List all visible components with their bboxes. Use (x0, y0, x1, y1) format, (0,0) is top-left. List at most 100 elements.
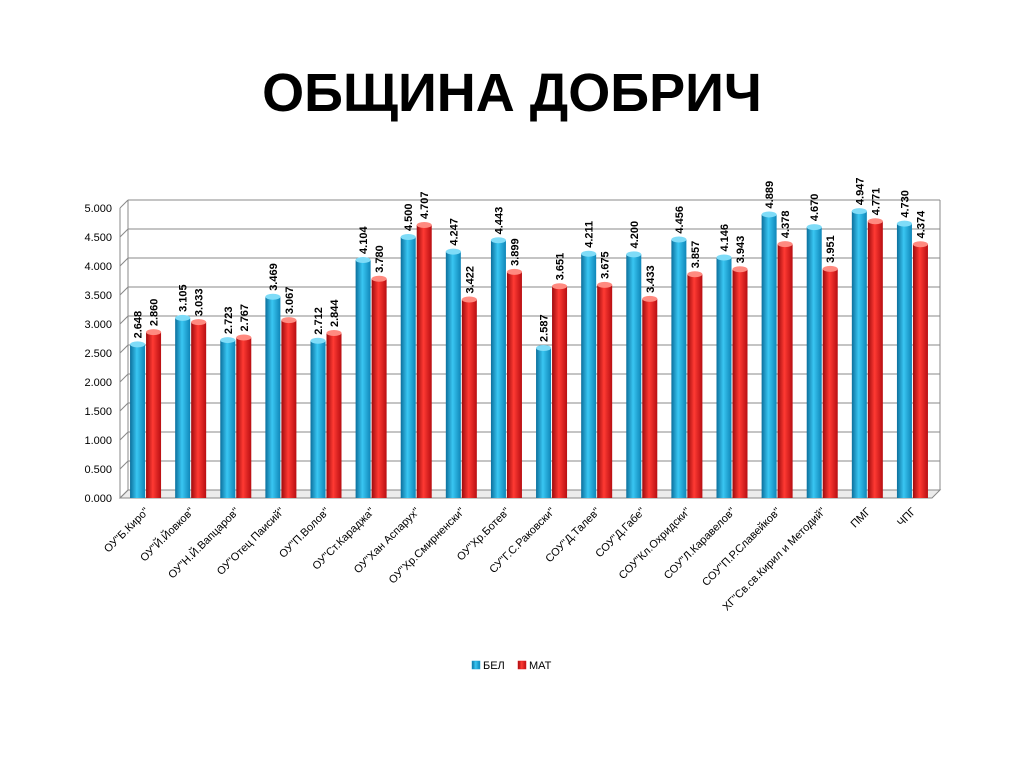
data-label: 4.211 (584, 221, 596, 248)
y-tick-label: 0.000 (84, 493, 112, 505)
bar-bel (536, 344, 552, 498)
bar-top (896, 220, 912, 227)
gridline (119, 286, 129, 296)
bar-body (236, 337, 252, 498)
bar-top (671, 236, 687, 243)
bar-body (671, 239, 687, 498)
data-label: 2.767 (239, 304, 251, 332)
gridline (119, 460, 129, 470)
bar-body (552, 286, 568, 498)
x-tick-label: СОУ"П.Р.Славейков" (700, 506, 783, 589)
bar-top (851, 208, 867, 215)
bar-mat (416, 221, 432, 498)
bar-mat (461, 296, 477, 498)
bar-top (732, 266, 748, 273)
data-label: 2.712 (313, 307, 325, 335)
y-tick-label: 1.000 (84, 435, 112, 447)
data-label: 2.587 (539, 314, 551, 342)
bar-top (642, 295, 658, 302)
bar-body (626, 254, 642, 498)
bar-bel (355, 256, 371, 498)
bar-body (716, 257, 732, 498)
data-label: 3.033 (194, 289, 206, 317)
gridline (119, 257, 129, 267)
bar-bel (490, 237, 506, 498)
bar-body (732, 269, 748, 498)
bar-bel (220, 337, 236, 498)
bar-top (687, 271, 703, 278)
bar-body (896, 223, 912, 498)
x-tick-label: ОУ"Б.Киро" (102, 506, 152, 556)
x-tick-label: ПМГ (849, 506, 874, 531)
bar-top (355, 256, 371, 263)
bar-body (310, 340, 326, 498)
gridline (119, 199, 129, 209)
data-label: 3.067 (284, 287, 296, 315)
bar-body (416, 224, 432, 498)
gridline (119, 431, 129, 441)
bar-top (175, 314, 191, 321)
bar-body (281, 320, 297, 498)
bar-bel (445, 248, 461, 498)
data-label: 4.707 (419, 191, 431, 219)
bar-body (445, 251, 461, 498)
data-label: 3.422 (464, 266, 476, 294)
bar-mat (642, 295, 658, 498)
bar-bel (671, 236, 687, 498)
bar-bel (806, 224, 822, 498)
bar-bel (626, 251, 642, 498)
bar-mat (326, 330, 342, 498)
bar-body (851, 211, 867, 498)
data-label: 3.899 (509, 238, 521, 266)
bar-mat (371, 275, 387, 498)
bar-bel (761, 211, 777, 499)
legend-item: МАТ (517, 660, 552, 672)
data-label: 3.651 (555, 253, 567, 281)
bar-top (236, 334, 252, 341)
bar-top (867, 218, 883, 225)
y-tick-label: 3.500 (84, 290, 112, 302)
legend-label: БЕЛ (483, 660, 505, 672)
y-tick-label: 2.000 (84, 377, 112, 389)
bar-top (912, 241, 928, 248)
chart-bars (130, 208, 928, 499)
y-tick-label: 4.500 (84, 232, 112, 244)
bar-mat (236, 334, 252, 498)
bar-mat (777, 241, 793, 498)
gridline (119, 344, 129, 354)
bar-body (371, 278, 387, 498)
bar-top (822, 265, 838, 272)
data-label: 4.200 (629, 221, 641, 249)
bar-mat (506, 268, 522, 498)
data-label: 4.443 (493, 207, 505, 235)
data-label: 3.951 (825, 235, 837, 263)
bar-body (461, 299, 477, 498)
bar-top (626, 251, 642, 258)
data-label: 2.860 (149, 299, 161, 327)
bar-mat (822, 265, 838, 498)
bar-top (445, 248, 461, 255)
data-label: 4.889 (764, 181, 776, 209)
bar-mat (146, 329, 162, 498)
gridline (119, 373, 129, 383)
bar-top (371, 275, 387, 282)
bar-top (130, 341, 146, 348)
gridline (119, 489, 129, 499)
data-label: 4.456 (674, 206, 686, 234)
data-label: 4.247 (448, 218, 460, 246)
bar-top (716, 254, 732, 261)
bar-bel (130, 341, 146, 498)
data-label: 2.723 (223, 307, 235, 335)
data-label: 3.943 (735, 236, 747, 264)
data-label: 3.780 (374, 245, 386, 273)
bar-top (536, 344, 552, 351)
bar-body (146, 332, 162, 498)
bar-top (400, 234, 416, 240)
y-tick-label: 4.000 (84, 261, 112, 273)
page-title: ОБЩИНА ДОБРИЧ (262, 63, 762, 123)
y-tick-label: 1.500 (84, 406, 112, 418)
bar-mat (867, 218, 883, 499)
bar-bel (175, 314, 191, 498)
bar-top (310, 337, 326, 344)
